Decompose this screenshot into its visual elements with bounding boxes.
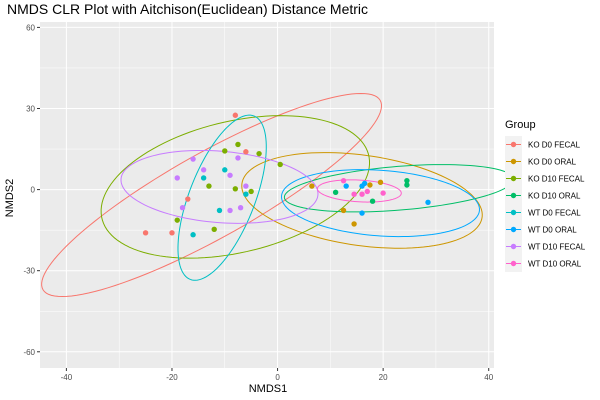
point-ko-d0-oral [340, 207, 347, 214]
legend-label: WT D0 ORAL [528, 226, 577, 235]
panel-background [40, 22, 494, 368]
legend-key-point [510, 243, 517, 250]
point-ko-d10-oral [404, 182, 410, 188]
chart-title: NMDS CLR Plot with Aitchison(Euclidean) … [7, 1, 368, 17]
ellipse-wt-d0-fecal [177, 114, 267, 281]
point-ko-d10-fecal [277, 161, 283, 168]
point-wt-d10-oral [359, 191, 365, 197]
ellipses [41, 92, 515, 298]
point-ko-d0-fecal [232, 112, 239, 118]
grid-minor [40, 22, 494, 368]
point-wt-d0-fecal [216, 207, 223, 214]
y-axis-title: NMDS2 [4, 179, 16, 218]
legend-items: KO D0 FECAL KO D0 ORAL KO D10 FECAL KO D10 … [505, 136, 586, 272]
point-wt-d10-oral [380, 190, 386, 196]
point-wt-d0-oral [361, 180, 368, 187]
point-wt-d10-oral [340, 177, 347, 184]
ellipse-wt-d0-oral [281, 169, 480, 238]
ellipse-ko-d0-oral [241, 152, 483, 249]
legend-label: WT D0 FECAL [528, 209, 581, 218]
point-wt-d10-fecal [190, 156, 196, 162]
plot-panel [40, 22, 515, 368]
point-ko-d10-fecal [232, 186, 239, 192]
point-wt-d0-fecal [200, 175, 207, 181]
y-tick-label: 30 [26, 105, 35, 114]
legend-key-point [510, 141, 517, 148]
point-wt-d10-fecal [200, 167, 207, 173]
point-ko-d10-fecal [206, 183, 212, 189]
legend-key-point [510, 192, 517, 199]
point-wt-d10-oral [351, 191, 357, 197]
x-tick-label: 20 [379, 373, 388, 382]
point-ko-d10-oral [332, 189, 339, 195]
point-ko-d0-fecal [142, 230, 149, 236]
point-wt-d0-oral [343, 183, 349, 189]
legend-key-point [510, 158, 517, 165]
point-ko-d0-fecal [243, 149, 249, 155]
x-axis-ticks: -40 -20 0 20 40 [61, 368, 494, 382]
legend-key-point [510, 260, 517, 267]
point-wt-d10-oral [364, 188, 371, 195]
legend-label: WT D10 FECAL [528, 243, 586, 252]
y-tick-label: -30 [23, 267, 35, 276]
point-ko-d0-oral [377, 179, 384, 185]
point-ko-d10-fecal [256, 150, 262, 157]
y-tick-label: -60 [23, 348, 35, 357]
legend-label: KO D0 ORAL [528, 158, 577, 167]
point-wt-d10-fecal [237, 205, 244, 211]
points [142, 112, 431, 238]
legend-key-point [510, 226, 517, 233]
point-wt-d10-fecal [243, 183, 249, 189]
point-ko-d10-fecal [235, 141, 241, 148]
x-tick-label: 40 [484, 373, 493, 382]
legend-label: KO D10 FECAL [528, 175, 585, 184]
y-tick-label: 60 [26, 23, 35, 32]
point-ko-d10-fecal [222, 148, 228, 154]
legend-key-point [510, 209, 517, 216]
ellipse-wt-d10-fecal [120, 149, 319, 224]
ellipse-ko-d10-oral [283, 164, 515, 213]
point-ko-d10-oral [404, 177, 410, 184]
point-ko-d0-oral [367, 182, 373, 188]
ellipse-ko-d10-fecal [100, 115, 371, 259]
point-wt-d10-fecal [235, 155, 241, 161]
point-ko-d0-fecal [185, 196, 191, 202]
point-wt-d10-fecal [179, 205, 186, 211]
legend-label: KO D0 FECAL [528, 141, 581, 150]
point-wt-d0-fecal [190, 232, 196, 238]
x-tick-label: -20 [166, 373, 178, 382]
legend-label: KO D10 ORAL [528, 192, 581, 201]
point-ko-d10-oral [369, 198, 376, 204]
point-wt-d10-fecal [227, 207, 233, 214]
legend-label: WT D10 ORAL [528, 260, 582, 269]
legend-title: Group [505, 119, 536, 131]
y-axis-ticks: -60 -30 0 30 60 [23, 23, 40, 357]
x-axis-title: NMDS1 [249, 383, 288, 395]
point-wt-d10-fecal [174, 175, 180, 181]
point-wt-d10-fecal [227, 172, 233, 178]
point-ko-d0-fecal [169, 230, 175, 236]
point-ko-d0-oral [351, 221, 357, 227]
ellipse-ko-d0-fecal [41, 92, 382, 298]
x-tick-label: -40 [61, 373, 73, 382]
point-ko-d10-fecal [174, 217, 180, 223]
point-wt-d0-fecal [222, 167, 228, 173]
point-wt-d0-oral [425, 199, 431, 205]
point-ko-d10-fecal [211, 226, 217, 233]
legend-key-point [510, 175, 517, 182]
point-ko-d10-fecal [248, 188, 254, 195]
point-wt-d0-oral [359, 210, 365, 216]
point-ko-d0-oral [309, 183, 315, 189]
point-wt-d0-fecal [243, 191, 249, 197]
y-tick-label: 0 [31, 186, 36, 195]
x-tick-label: 0 [275, 373, 280, 382]
